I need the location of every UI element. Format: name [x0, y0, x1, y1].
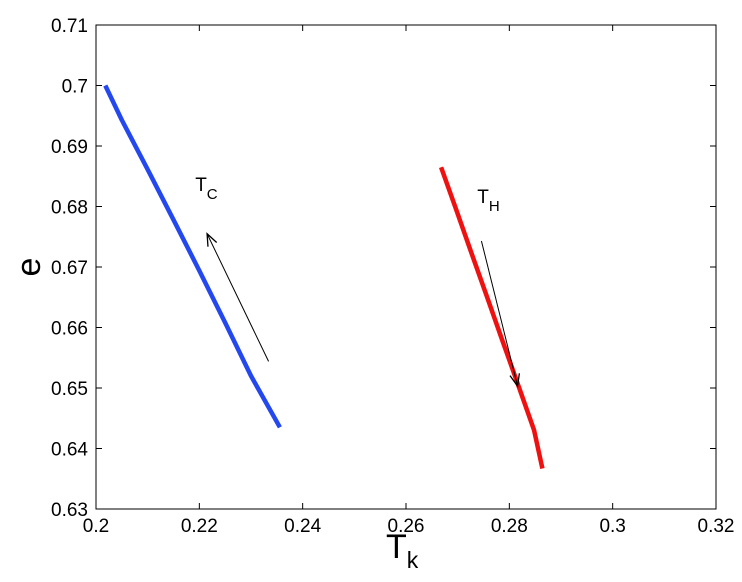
x-tick-label: 0.32: [698, 516, 735, 537]
y-tick-label: 0.64: [51, 440, 88, 461]
y-tick-label: 0.63: [51, 500, 88, 521]
arrow-head-2: [509, 373, 521, 388]
y-tick-label: 0.7: [62, 77, 88, 98]
y-axis-label: e: [10, 258, 48, 277]
annotation-label: TC: [195, 175, 218, 203]
plot-area: [95, 24, 717, 510]
annotation-sub: C: [207, 186, 218, 203]
annotation-main: T: [195, 175, 207, 196]
annotation-label: TH: [477, 187, 499, 215]
arrow-shaft-2: [480, 240, 519, 387]
annotations: TC TH: [195, 175, 500, 215]
series-lines: [103, 84, 545, 469]
series-line-1: [103, 84, 282, 429]
series-line-2: [438, 166, 545, 469]
y-tick-label: 0.66: [51, 319, 88, 340]
x-tick-label: 0.24: [284, 516, 321, 537]
arrows: [206, 232, 521, 388]
annotation-sub: H: [489, 198, 500, 215]
y-tick-label: 0.65: [51, 379, 88, 400]
x-tick-label: 0.3: [599, 516, 625, 537]
y-tick-label: 0.71: [51, 16, 88, 37]
y-tick-label: 0.67: [51, 258, 88, 279]
ticks: 0.2 0.22 0.24 0.26 0.28 0.3 0.32 0.63 0.64 0.65 0.…: [51, 16, 734, 537]
y-tick-label: 0.68: [51, 198, 88, 219]
x-tick-label: 0.22: [181, 516, 218, 537]
x-tick-label: 0.28: [491, 516, 528, 537]
arrow-head-1: [206, 232, 218, 247]
arrow-shaft-1: [206, 233, 270, 362]
annotation-main: T: [477, 187, 489, 208]
y-tick-label: 0.69: [51, 137, 88, 158]
x-axis-label-sub: k: [407, 547, 419, 573]
x-axis-label: Tk: [386, 528, 419, 573]
x-tick-label: 0.26: [388, 516, 425, 537]
x-tick-label: 0.2: [83, 516, 109, 537]
x-axis-label-main: T: [386, 528, 407, 566]
